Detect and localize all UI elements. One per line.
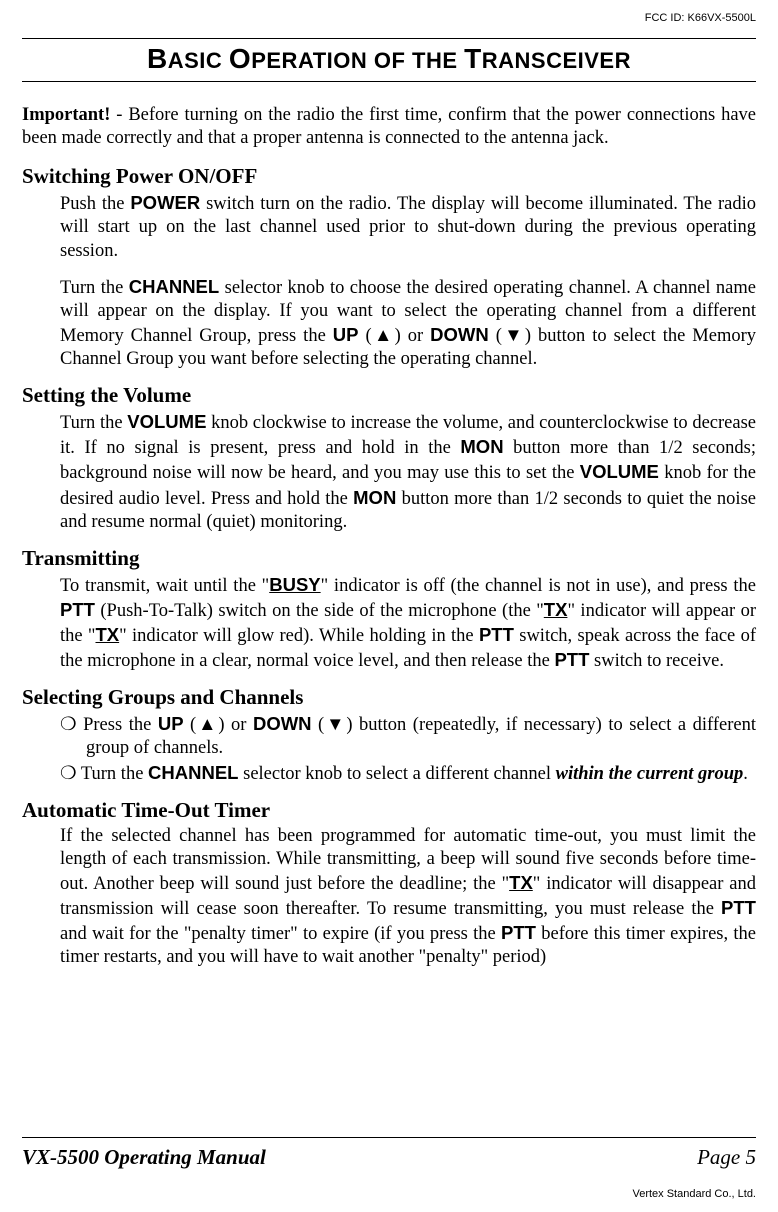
title-text: BASIC OPERATION OF THE TRANSCEIVER: [147, 43, 631, 74]
transmit-para: To transmit, wait until the "BUSY" indic…: [60, 573, 756, 674]
ptt-label-3: PTT: [554, 649, 589, 670]
tx-label-2: TX: [95, 624, 119, 645]
power-label: POWER: [130, 192, 200, 213]
page-title: BASIC OPERATION OF THE TRANSCEIVER: [22, 41, 756, 81]
footer: VX-5500 Operating Manual Page 5: [22, 1145, 756, 1170]
timeout-para: If the selected channel has been program…: [60, 825, 756, 970]
power-para-2: Turn the CHANNEL selector knob to choose…: [60, 275, 756, 372]
section-heading-transmit: Transmitting: [22, 546, 756, 571]
mon-label-2: MON: [353, 487, 396, 508]
down-label: DOWN: [430, 324, 489, 345]
ptt-label-2: PTT: [479, 624, 514, 645]
channel-label-2: CHANNEL: [148, 762, 238, 783]
title-rule-bottom: [22, 81, 756, 82]
up-label: UP: [333, 324, 359, 345]
footer-page-number: Page 5: [697, 1145, 756, 1170]
tx-label: TX: [544, 599, 568, 620]
down-label-2: DOWN: [253, 713, 312, 734]
ptt-label-5: PTT: [501, 922, 536, 943]
up-label-2: UP: [158, 713, 184, 734]
mon-label: MON: [460, 436, 503, 457]
groups-bullets: ❍ Press the UP (▲) or DOWN (▼) button (r…: [60, 712, 756, 785]
footer-company: Vertex Standard Co., Ltd.: [632, 1188, 756, 1200]
busy-label: BUSY: [269, 574, 320, 595]
important-label: Important!: [22, 105, 110, 125]
power-para-1: Push the POWER switch turn on the radio.…: [60, 191, 756, 262]
section-heading-power: Switching Power ON/OFF: [22, 164, 756, 189]
footer-manual-name: VX-5500 Operating Manual: [22, 1145, 266, 1170]
fcc-id: FCC ID: K66VX-5500L: [22, 12, 756, 24]
ptt-label: PTT: [60, 599, 95, 620]
volume-para: Turn the VOLUME knob clockwise to increa…: [60, 410, 756, 534]
bullet-1: ❍ Press the UP (▲) or DOWN (▼) button (r…: [60, 712, 756, 760]
tx-label-3: TX: [509, 872, 533, 893]
section-heading-volume: Setting the Volume: [22, 383, 756, 408]
section-heading-timeout: Automatic Time-Out Timer: [22, 798, 756, 823]
ptt-label-4: PTT: [721, 897, 756, 918]
within-group: within the current group: [556, 764, 744, 784]
footer-rule: [22, 1137, 756, 1138]
bullet-2: ❍ Turn the CHANNEL selector knob to sele…: [60, 761, 756, 786]
intro-paragraph: Important! - Before turning on the radio…: [22, 104, 756, 150]
volume-label: VOLUME: [127, 411, 206, 432]
channel-label: CHANNEL: [129, 276, 219, 297]
volume-label-2: VOL­UME: [580, 461, 659, 482]
title-rule-top: [22, 38, 756, 39]
intro-text: - Before turning on the radio the first …: [22, 105, 756, 148]
section-heading-groups: Selecting Groups and Channels: [22, 685, 756, 710]
